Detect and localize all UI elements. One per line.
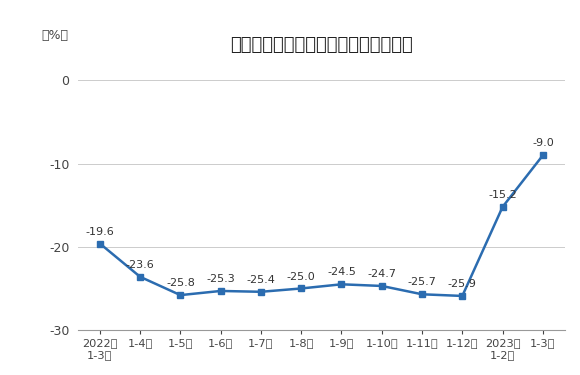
- Text: -23.6: -23.6: [126, 260, 154, 270]
- Text: -24.5: -24.5: [327, 267, 356, 278]
- Text: -15.2: -15.2: [488, 190, 517, 200]
- Title: 全国房地产开发企业本年到位资金增速: 全国房地产开发企业本年到位资金增速: [230, 36, 413, 54]
- Text: -24.7: -24.7: [367, 269, 396, 279]
- Text: -25.3: -25.3: [206, 274, 235, 284]
- Text: -25.4: -25.4: [246, 275, 276, 285]
- Text: （%）: （%）: [41, 29, 68, 42]
- Text: -25.9: -25.9: [448, 279, 477, 289]
- Text: -19.6: -19.6: [85, 226, 114, 237]
- Text: -25.7: -25.7: [408, 278, 437, 287]
- Text: -25.0: -25.0: [287, 272, 316, 282]
- Text: -9.0: -9.0: [532, 138, 554, 148]
- Text: -25.8: -25.8: [166, 278, 195, 288]
